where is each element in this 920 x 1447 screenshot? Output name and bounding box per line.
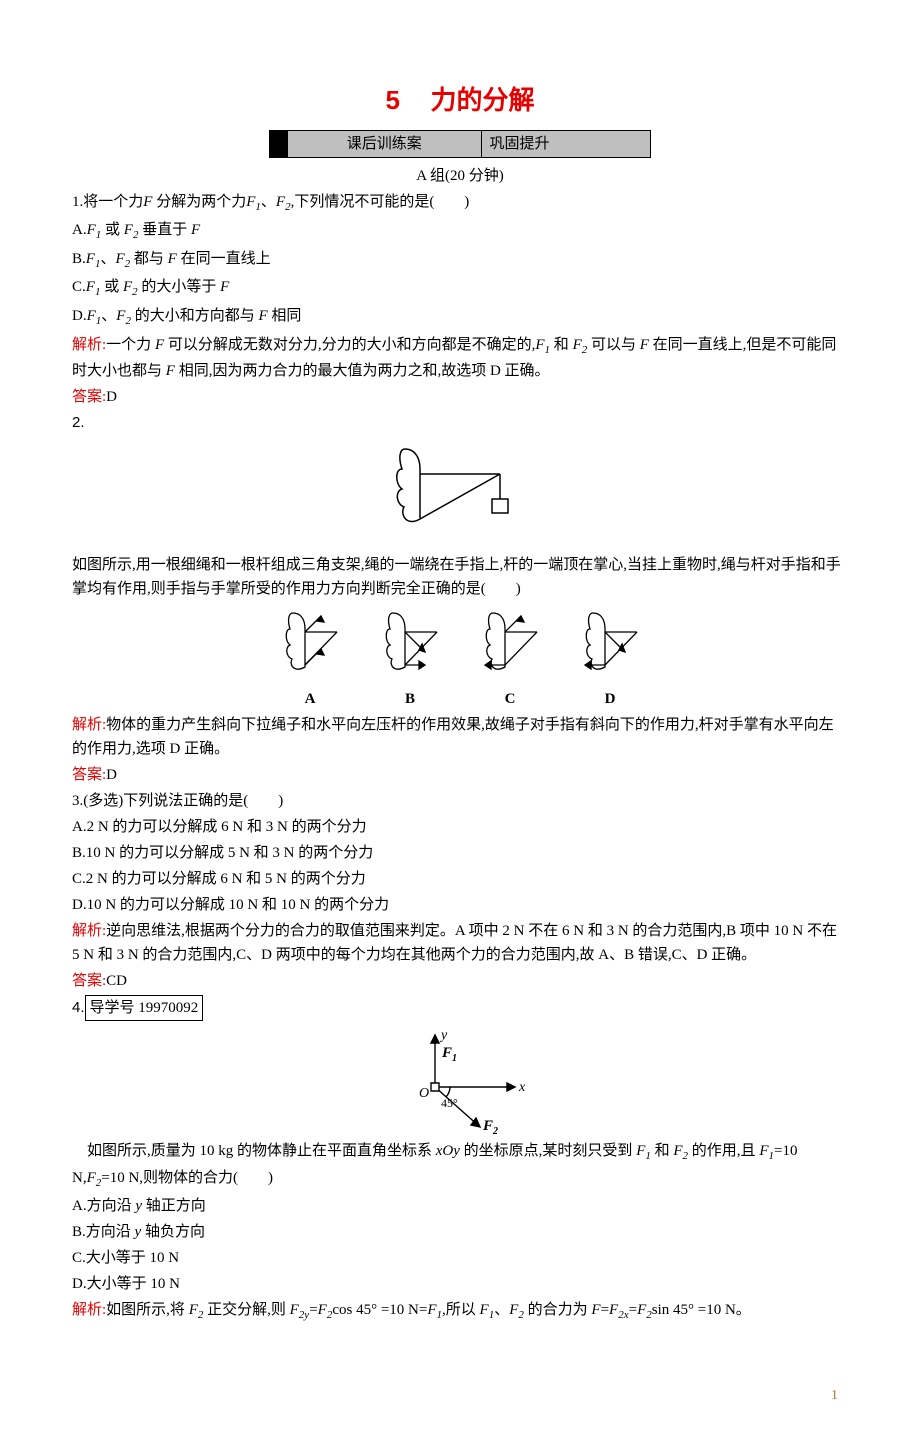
q2-labelB: B	[375, 687, 445, 711]
q2-analysis: 解析:物体的重力产生斜向下拉绳子和水平向左压杆的作用效果,故绳子对手指有斜向下的…	[72, 713, 848, 761]
q2-labelA: A	[275, 687, 345, 711]
q2-figA	[275, 607, 345, 677]
title-number: 5	[386, 85, 400, 115]
q2-number: 2.	[72, 411, 848, 435]
q4-header: 4.导学号 19970092	[72, 995, 848, 1021]
q2-figC	[475, 607, 545, 677]
q1-optC: C.F1 或 F2 的大小等于 F	[72, 275, 848, 302]
title-text: 力的分解	[430, 85, 534, 115]
q2-figB	[375, 607, 445, 677]
q2-answer: 答案:D	[72, 763, 848, 787]
q4-analysis: 解析:如图所示,将 F2 正交分解,则 F2y=F2cos 45° =10 N=…	[72, 1298, 848, 1325]
q2-main-figure	[380, 439, 540, 549]
q2-figD	[575, 607, 645, 677]
guide-number-box: 导学号 19970092	[85, 995, 204, 1021]
group-a-header: A 组(20 分钟)	[72, 164, 848, 188]
svg-text:O: O	[419, 1086, 429, 1101]
svg-text:45°: 45°	[441, 1096, 458, 1110]
section-banner: 课后训练案 巩固提升	[269, 130, 651, 158]
svg-text:F1: F1	[441, 1045, 457, 1064]
q4-optA: A.方向沿 y 轴正方向	[72, 1194, 848, 1218]
svg-text:y: y	[439, 1028, 448, 1043]
q4-optC: C.大小等于 10 N	[72, 1246, 848, 1270]
q1-analysis: 解析:一个力 F 可以分解成无数对分力,分力的大小和方向都是不确定的,F1 和 …	[72, 333, 848, 384]
q2-stem: 如图所示,用一根细绳和一根杆组成三角支架,绳的一端绕在手指上,杆的一端顶在掌心,…	[72, 553, 848, 601]
banner-mid: 课后训练案	[288, 131, 482, 157]
q4-optD: D.大小等于 10 N	[72, 1272, 848, 1296]
q1-answer: 答案:D	[72, 385, 848, 409]
q4-stem: 如图所示,质量为 10 kg 的物体静止在平面直角坐标系 xOy 的坐标原点,某…	[72, 1139, 848, 1192]
q3-optC: C.2 N 的力可以分解成 6 N 和 5 N 的两个分力	[72, 867, 848, 891]
q1-optA: A.F1 或 F2 垂直于 F	[72, 218, 848, 245]
q3-optB: B.10 N 的力可以分解成 5 N 和 3 N 的两个分力	[72, 841, 848, 865]
q2-labelD: D	[575, 687, 645, 711]
page-number: 1	[72, 1385, 848, 1407]
q3-analysis: 解析:逆向思维法,根据两个分力的合力的取值范围来判定。A 项中 2 N 不在 6…	[72, 919, 848, 967]
q1-stem: 1.将一个力F 分解为两个力F1、F2,下列情况不可能的是( )	[72, 190, 848, 217]
svg-text:x: x	[518, 1080, 526, 1095]
banner-right: 巩固提升	[482, 131, 650, 157]
q2-labelC: C	[475, 687, 545, 711]
q2-options-figures: A B C	[72, 607, 848, 711]
q4-figure: y x O F1 F2 45°	[375, 1027, 545, 1137]
svg-text:F2: F2	[482, 1118, 498, 1137]
q3-optD: D.10 N 的力可以分解成 10 N 和 10 N 的两个分力	[72, 893, 848, 917]
q3-stem: 3.(多选)下列说法正确的是( )	[72, 789, 848, 813]
q1-optB: B.F1、F2 都与 F 在同一直线上	[72, 247, 848, 274]
q4-optB: B.方向沿 y 轴负方向	[72, 1220, 848, 1244]
q3-answer: 答案:CD	[72, 969, 848, 993]
banner-decor	[270, 131, 288, 157]
q3-optA: A.2 N 的力可以分解成 6 N 和 3 N 的两个分力	[72, 815, 848, 839]
q1-optD: D.F1、F2 的大小和方向都与 F 相同	[72, 304, 848, 331]
